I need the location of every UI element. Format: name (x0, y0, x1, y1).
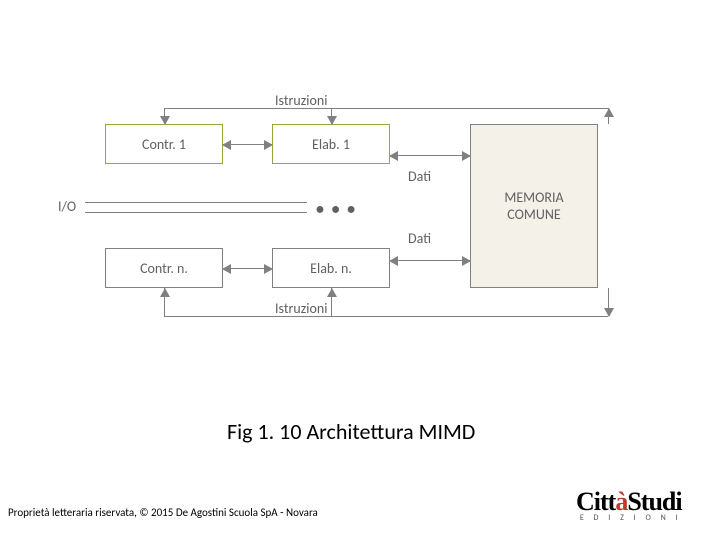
arrow-right-icon (264, 140, 273, 150)
ellipsis-icon: • • • (316, 200, 357, 219)
node-contr1: Contr. 1 (105, 124, 223, 164)
edge-elabn-mem (390, 260, 470, 261)
arrow-left-icon (222, 140, 231, 150)
label-istruzioni-top: Istruzioni (275, 92, 327, 109)
arrow-left-icon (222, 264, 231, 274)
node-elabn: Elab. n. (272, 248, 390, 288)
diagram-canvas: Contr. 1 Elab. 1 Contr. n. Elab. n. MEMO… (0, 0, 720, 540)
node-memoria: MEMORIA COMUNE (470, 124, 598, 288)
bus-top-h (164, 108, 608, 109)
label-dati-bottom: Dati (408, 230, 431, 247)
logo-part-a: Citt (576, 487, 615, 516)
figure-caption: Fig 1. 10 Architettura MIMD (227, 418, 475, 445)
arrow-right-icon (462, 256, 471, 266)
io-line-2 (85, 212, 307, 213)
arrow-left-icon (389, 151, 398, 161)
arrow-up-icon (160, 288, 170, 297)
logo-accent: à (615, 487, 627, 516)
edge-elab1-mem (390, 155, 470, 156)
arrow-down-icon (327, 116, 337, 125)
logo-line1: CittàStudi (576, 490, 682, 515)
node-contr1-label: Contr. 1 (142, 136, 186, 153)
bus-bot-h (164, 316, 608, 317)
node-memoria-label: MEMORIA COMUNE (504, 189, 563, 223)
node-contrn: Contr. n. (105, 248, 223, 288)
arrow-up-icon (604, 108, 614, 117)
arrow-down-icon (160, 116, 170, 125)
logo-line2: E D I Z I O N I (576, 513, 682, 523)
copyright-footer: Proprietà letteraria riservata, © 2015 D… (8, 506, 318, 519)
io-line-1 (85, 202, 307, 203)
node-elab1: Elab. 1 (272, 124, 390, 164)
node-elabn-label: Elab. n. (310, 260, 352, 277)
label-istruzioni-bottom: Istruzioni (275, 300, 327, 317)
arrow-right-icon (264, 264, 273, 274)
arrow-left-icon (389, 256, 398, 266)
label-io: I/O (58, 198, 76, 215)
arrow-up-icon (327, 288, 337, 297)
logo-part-b: Studi (627, 487, 681, 516)
arrow-right-icon (462, 151, 471, 161)
arrow-down-icon (604, 308, 614, 317)
label-dati-top: Dati (408, 168, 431, 185)
node-elab1-label: Elab. 1 (312, 136, 350, 153)
node-contrn-label: Contr. n. (140, 260, 188, 277)
publisher-logo: CittàStudi E D I Z I O N I (576, 490, 682, 523)
